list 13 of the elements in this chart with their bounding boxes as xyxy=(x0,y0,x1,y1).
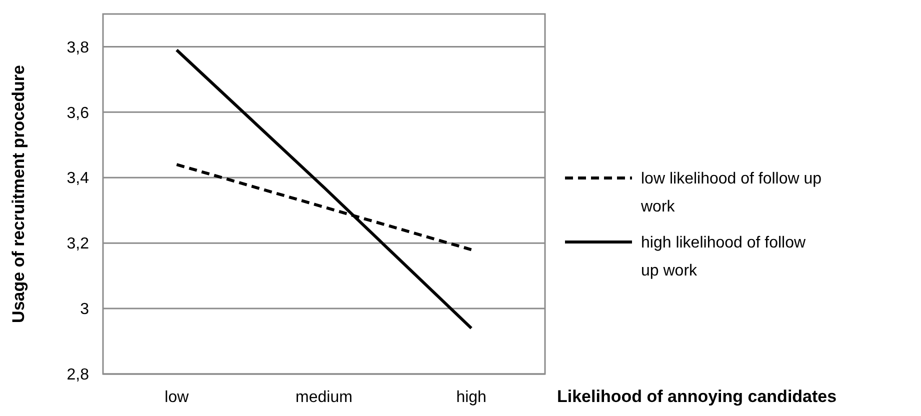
y-tick-label: 3 xyxy=(80,301,90,318)
x-tick-label: high xyxy=(456,389,486,406)
y-axis-title: Usage of recruitment procedure xyxy=(9,65,28,323)
x-axis-title: Likelihood of annoying candidates xyxy=(557,387,837,406)
y-tick-label: 3,6 xyxy=(66,104,90,122)
y-tick-label: 3,8 xyxy=(66,39,90,56)
legend-label: low likelihood of follow up work xyxy=(640,170,822,216)
x-tick-label: medium xyxy=(296,389,352,406)
y-tick-label: 3,2 xyxy=(66,236,90,253)
y-tick-label: 3,4 xyxy=(66,170,90,188)
y-tick-label: 2,8 xyxy=(66,366,90,384)
legend-label: high likelihood of follow up work xyxy=(641,234,806,280)
x-tick-label: low xyxy=(164,389,190,406)
